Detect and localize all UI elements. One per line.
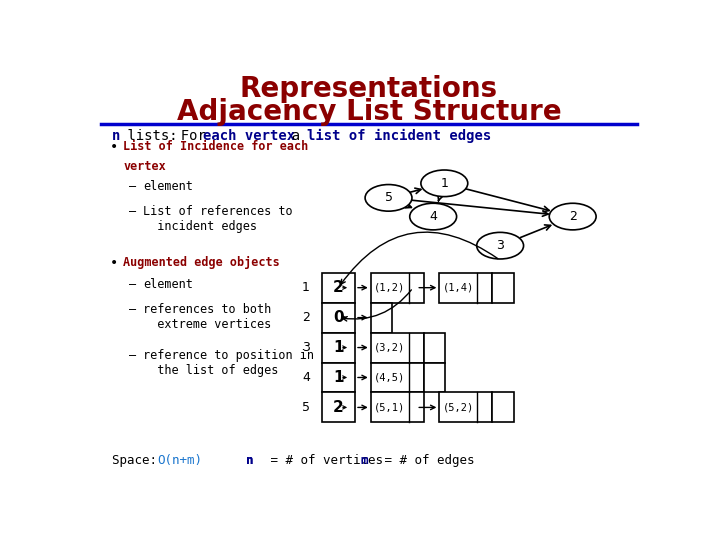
Text: 1: 1 [333, 340, 343, 355]
FancyBboxPatch shape [322, 273, 355, 302]
Text: (4,5): (4,5) [374, 373, 405, 382]
Text: element: element [143, 278, 193, 291]
Text: list of incident edges: list of incident edges [307, 129, 491, 144]
Text: = # of edges: = # of edges [377, 454, 475, 467]
Text: n: n [112, 129, 121, 143]
Text: 3: 3 [496, 239, 504, 252]
Text: lists:: lists: [119, 129, 177, 143]
Text: 2: 2 [333, 400, 343, 415]
Text: Space:: Space: [112, 454, 165, 467]
Text: vertex: vertex [124, 160, 166, 173]
FancyBboxPatch shape [371, 393, 423, 422]
Text: 3: 3 [302, 341, 310, 354]
Text: 1: 1 [333, 370, 343, 385]
Text: 2: 2 [569, 210, 577, 223]
Text: List of references to
  incident edges: List of references to incident edges [143, 205, 292, 233]
Text: (5,2): (5,2) [443, 402, 474, 413]
Text: –: – [129, 205, 136, 218]
Text: = # of vertices: = # of vertices [263, 454, 390, 467]
FancyBboxPatch shape [371, 302, 392, 333]
Text: (5,1): (5,1) [374, 402, 405, 413]
Text: Augmented edge objects: Augmented edge objects [124, 256, 280, 269]
Text: •: • [109, 256, 118, 270]
Text: (3,2): (3,2) [374, 342, 405, 353]
Text: references to both
  extreme vertices: references to both extreme vertices [143, 302, 271, 330]
FancyBboxPatch shape [322, 362, 355, 393]
Text: n: n [246, 454, 253, 467]
Text: •: • [109, 140, 118, 154]
FancyBboxPatch shape [371, 273, 423, 302]
Text: (1,4): (1,4) [443, 282, 474, 293]
Text: –: – [129, 180, 136, 193]
FancyBboxPatch shape [322, 393, 355, 422]
FancyBboxPatch shape [439, 393, 492, 422]
FancyBboxPatch shape [371, 362, 423, 393]
Ellipse shape [410, 203, 456, 230]
Text: –: – [129, 278, 136, 291]
Ellipse shape [549, 203, 596, 230]
Text: 4: 4 [302, 371, 310, 384]
Text: Representations: Representations [240, 75, 498, 103]
Ellipse shape [421, 170, 468, 197]
Text: element: element [143, 180, 193, 193]
FancyBboxPatch shape [423, 333, 445, 362]
Text: m: m [361, 454, 368, 467]
Ellipse shape [365, 185, 412, 211]
Text: 2: 2 [302, 311, 310, 324]
Text: 0: 0 [333, 310, 343, 325]
Text: For: For [164, 129, 215, 143]
Text: reference to position in
  the list of edges: reference to position in the list of edg… [143, 349, 314, 377]
Text: each vertex: each vertex [203, 129, 295, 143]
Text: n: n [246, 454, 253, 467]
FancyBboxPatch shape [322, 333, 355, 362]
Text: 1: 1 [441, 177, 449, 190]
Text: 2: 2 [333, 280, 343, 295]
Text: 4: 4 [429, 210, 437, 223]
Text: Adjacency List Structure: Adjacency List Structure [176, 98, 562, 126]
Text: –: – [129, 302, 136, 316]
FancyBboxPatch shape [371, 333, 423, 362]
Text: a: a [274, 129, 317, 143]
Text: 5: 5 [302, 401, 310, 414]
FancyBboxPatch shape [423, 362, 445, 393]
FancyBboxPatch shape [492, 273, 513, 302]
Text: 1: 1 [302, 281, 310, 294]
Ellipse shape [477, 232, 523, 259]
Text: (1,2): (1,2) [374, 282, 405, 293]
Text: n: n [0, 539, 1, 540]
FancyBboxPatch shape [492, 393, 513, 422]
FancyBboxPatch shape [439, 273, 492, 302]
Text: –: – [129, 349, 136, 362]
Text: List of Incidence for each: List of Incidence for each [124, 140, 309, 153]
Text: 5: 5 [384, 191, 392, 204]
FancyBboxPatch shape [322, 302, 355, 333]
Text: O(n+m): O(n+m) [157, 454, 202, 467]
